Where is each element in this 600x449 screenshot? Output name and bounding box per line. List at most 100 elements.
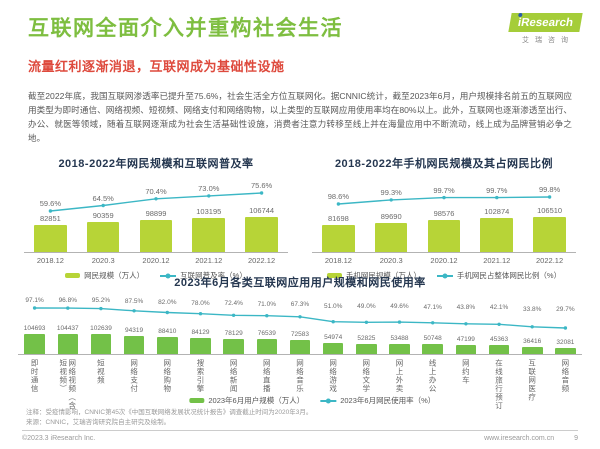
footer: ©2023.3 iResearch Inc. www.iresearch.com…: [22, 435, 578, 442]
legend-label: 手机网民规模（万人）: [345, 271, 421, 280]
bar: [522, 347, 543, 354]
legend-item: 2023年6月用户规模（万人）: [189, 395, 304, 406]
percent-label: 51.0%: [323, 303, 343, 311]
category-label-text: 网络游戏: [328, 359, 338, 393]
bar-value-label: 106510: [537, 206, 563, 215]
intro-paragraph: 截至2022年底，我国互联网渗透率已提升至75.6%，社会生活全方位互联网化。据…: [28, 91, 572, 143]
chart-title: 2018-2022年手机网民规模及其占网民比例: [334, 158, 554, 170]
chart-legend: 2023年6月用户规模（万人） 2023年6月网民使用率（%）: [189, 395, 435, 406]
footer-url[interactable]: www.iresearch.com.cn: [484, 435, 555, 442]
bar-value-label: 47199: [456, 336, 475, 343]
footnote-source: 来源：CNNIC，艾瑞咨询研究院自主研究及绘制。: [26, 418, 171, 426]
bar: [24, 334, 45, 354]
percent-label: 47.1%: [423, 303, 442, 311]
percent-label: 87.5%: [124, 298, 144, 306]
x-axis-label: 2018.12: [324, 256, 352, 265]
percent-label: 67.3%: [290, 301, 310, 308]
bar: [192, 218, 226, 252]
legend-item: 手机网民占整体网民比例（%）: [436, 270, 562, 281]
percent-label: 29.7%: [556, 306, 575, 313]
bar: [427, 220, 461, 252]
category-label: 网络文学: [350, 359, 383, 413]
percent-label: 99.7%: [486, 185, 508, 195]
chart-title: 2018-2022年网民规模和互联网普及率: [58, 158, 254, 170]
chart-x-axis-labels: 2018.12 2020.3 2020.12 2021.12 2022.12: [24, 256, 288, 265]
page-number: 9: [574, 435, 578, 442]
iresearch-logo-badge: iResearch: [507, 13, 583, 32]
bar: [356, 344, 377, 354]
x-axis-label: 2020.3: [91, 256, 115, 265]
bar: [57, 334, 79, 354]
bar: [480, 218, 514, 252]
legend-label: 2023年6月用户规模（万人）: [208, 396, 305, 405]
percent-label: 49.6%: [390, 303, 409, 311]
bar-value-label: 90359: [92, 211, 114, 220]
logo-brand-text: iResearch: [516, 17, 574, 29]
category-label: 短视频: [84, 359, 117, 413]
category-label-text: 网上外卖: [394, 359, 404, 393]
percent-label: 64.5%: [92, 193, 114, 203]
category-label: 网络新闻: [217, 359, 250, 413]
trend-line: [32, 306, 568, 330]
category-label: 网络游戏: [317, 359, 350, 413]
legend-item: 手机网民规模（万人）: [326, 270, 421, 281]
percent-label: 96.8%: [58, 297, 77, 304]
x-axis-label: 2018.12: [36, 256, 64, 265]
bar: [256, 339, 278, 354]
bar: [190, 338, 211, 354]
percent-label: 72.4%: [224, 300, 243, 308]
chart-plot-area: 81698 98.6% 89690 99.3% 98576 99.7% 102874 99.7…: [312, 177, 576, 253]
bar-value-label: 52825: [357, 335, 376, 342]
bar-value-label: 54974: [324, 334, 343, 341]
percent-label: 42.1%: [489, 304, 509, 312]
percent-label: 43.8%: [456, 304, 476, 312]
legend-label: 互联网普及率（%）: [180, 271, 247, 280]
percent-label: 33.8%: [522, 305, 542, 313]
bar-value-label: 50748: [423, 335, 442, 342]
percent-label: 98.6%: [327, 192, 350, 201]
bar: [245, 217, 278, 252]
iresearch-logo: iResearch 艾瑞咨询: [507, 13, 583, 45]
legend-label: 手机网民占整体网民比例（%）: [456, 271, 562, 280]
category-label-text: 网络支付: [129, 359, 139, 393]
bar-value-label: 104693: [23, 325, 46, 332]
x-axis-label: 2022.12: [248, 256, 276, 265]
category-label: 网络音频: [549, 359, 582, 413]
bar-value-label: 103195: [196, 207, 222, 216]
category-label: 网络音乐: [283, 359, 316, 413]
category-label-text: 网络购物: [162, 359, 172, 393]
category-label-text: 短视频: [96, 359, 106, 385]
category-label-text: 即时通信: [30, 359, 40, 393]
percent-label: 70.4%: [145, 186, 167, 196]
category-label-text: 网约车: [461, 359, 471, 385]
bar: [157, 337, 178, 354]
category-label-text: 网络音乐: [295, 359, 305, 393]
percent-label: 73.0%: [198, 183, 220, 193]
category-label-text: 互联网医疗: [527, 359, 537, 402]
category-label: 搜索引擎: [184, 359, 217, 413]
category-label-text: 网络视频（含短视频）: [58, 359, 77, 410]
bar-value-label: 76539: [257, 330, 276, 337]
x-axis-label: 2020.12: [430, 256, 458, 265]
bar: [34, 225, 67, 252]
category-label: 网络直播: [250, 359, 283, 413]
percent-label: 95.2%: [91, 297, 111, 305]
category-label: 在线旅行预订: [482, 359, 515, 413]
chart-app-usage: 2023年6月各类互联网应用用户规模和网民使用率 104693 97.1% 1044…: [18, 274, 582, 413]
x-axis-label: 2020.12: [142, 256, 170, 265]
category-label: 网上外卖: [383, 359, 416, 413]
percent-label: 99.7%: [433, 185, 455, 195]
copyright-text: ©2023.3 iResearch Inc.: [22, 435, 96, 442]
category-label-text: 在线旅行预订: [494, 359, 504, 410]
bar-value-label: 106744: [249, 206, 275, 215]
bar: [139, 220, 173, 252]
percent-label: 97.1%: [25, 297, 44, 304]
bar: [533, 217, 566, 252]
bar-value-label: 36416: [523, 338, 542, 345]
category-label: 线上办公: [416, 359, 449, 413]
category-label-text: 网络文学: [361, 359, 371, 393]
bar-value-label: 98899: [145, 209, 167, 218]
legend-label: 2023年6月网民使用率（%）: [340, 396, 436, 405]
legend-bar-swatch: [326, 273, 342, 278]
